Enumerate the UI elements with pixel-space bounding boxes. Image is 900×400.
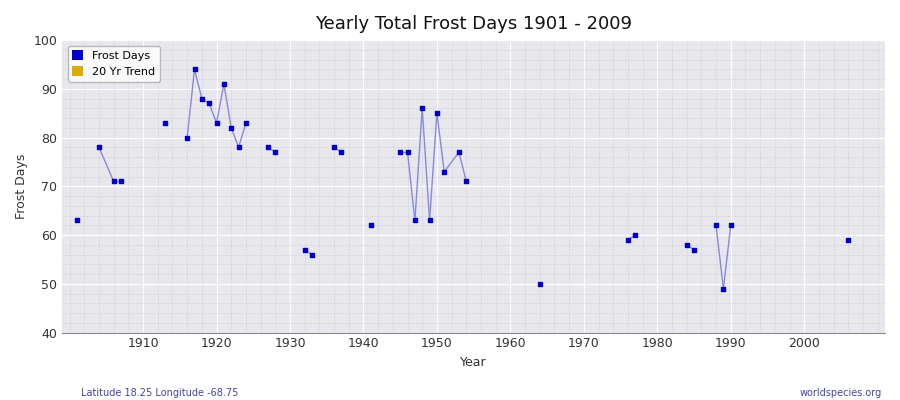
Point xyxy=(842,237,856,243)
Point xyxy=(210,120,224,126)
Point xyxy=(180,134,194,141)
Point xyxy=(533,281,547,287)
Point xyxy=(459,178,473,185)
Point xyxy=(628,232,643,238)
Y-axis label: Frost Days: Frost Days xyxy=(15,154,28,219)
Text: Latitude 18.25 Longitude -68.75: Latitude 18.25 Longitude -68.75 xyxy=(81,388,239,398)
Point xyxy=(106,178,121,185)
Point xyxy=(724,222,738,228)
Legend: Frost Days, 20 Yr Trend: Frost Days, 20 Yr Trend xyxy=(68,46,160,82)
Point xyxy=(393,149,408,156)
Point xyxy=(70,217,85,224)
Point xyxy=(231,144,246,150)
Point xyxy=(305,251,320,258)
X-axis label: Year: Year xyxy=(460,356,487,369)
Point xyxy=(621,237,635,243)
Point xyxy=(687,246,701,253)
Text: worldspecies.org: worldspecies.org xyxy=(800,388,882,398)
Point xyxy=(709,222,724,228)
Point xyxy=(422,217,436,224)
Point xyxy=(680,242,694,248)
Point xyxy=(158,120,172,126)
Title: Yearly Total Frost Days 1901 - 2009: Yearly Total Frost Days 1901 - 2009 xyxy=(315,15,632,33)
Point xyxy=(334,149,348,156)
Point xyxy=(217,81,231,87)
Point xyxy=(194,96,209,102)
Point xyxy=(268,149,283,156)
Point xyxy=(716,286,731,292)
Point xyxy=(298,246,312,253)
Point xyxy=(452,149,466,156)
Point xyxy=(364,222,378,228)
Point xyxy=(114,178,129,185)
Point xyxy=(327,144,341,150)
Point xyxy=(415,105,429,112)
Point xyxy=(437,168,452,175)
Point xyxy=(202,100,216,107)
Point xyxy=(224,125,238,131)
Point xyxy=(408,217,422,224)
Point xyxy=(261,144,275,150)
Point xyxy=(238,120,253,126)
Point xyxy=(400,149,415,156)
Point xyxy=(429,110,444,116)
Point xyxy=(92,144,106,150)
Point xyxy=(187,66,202,72)
